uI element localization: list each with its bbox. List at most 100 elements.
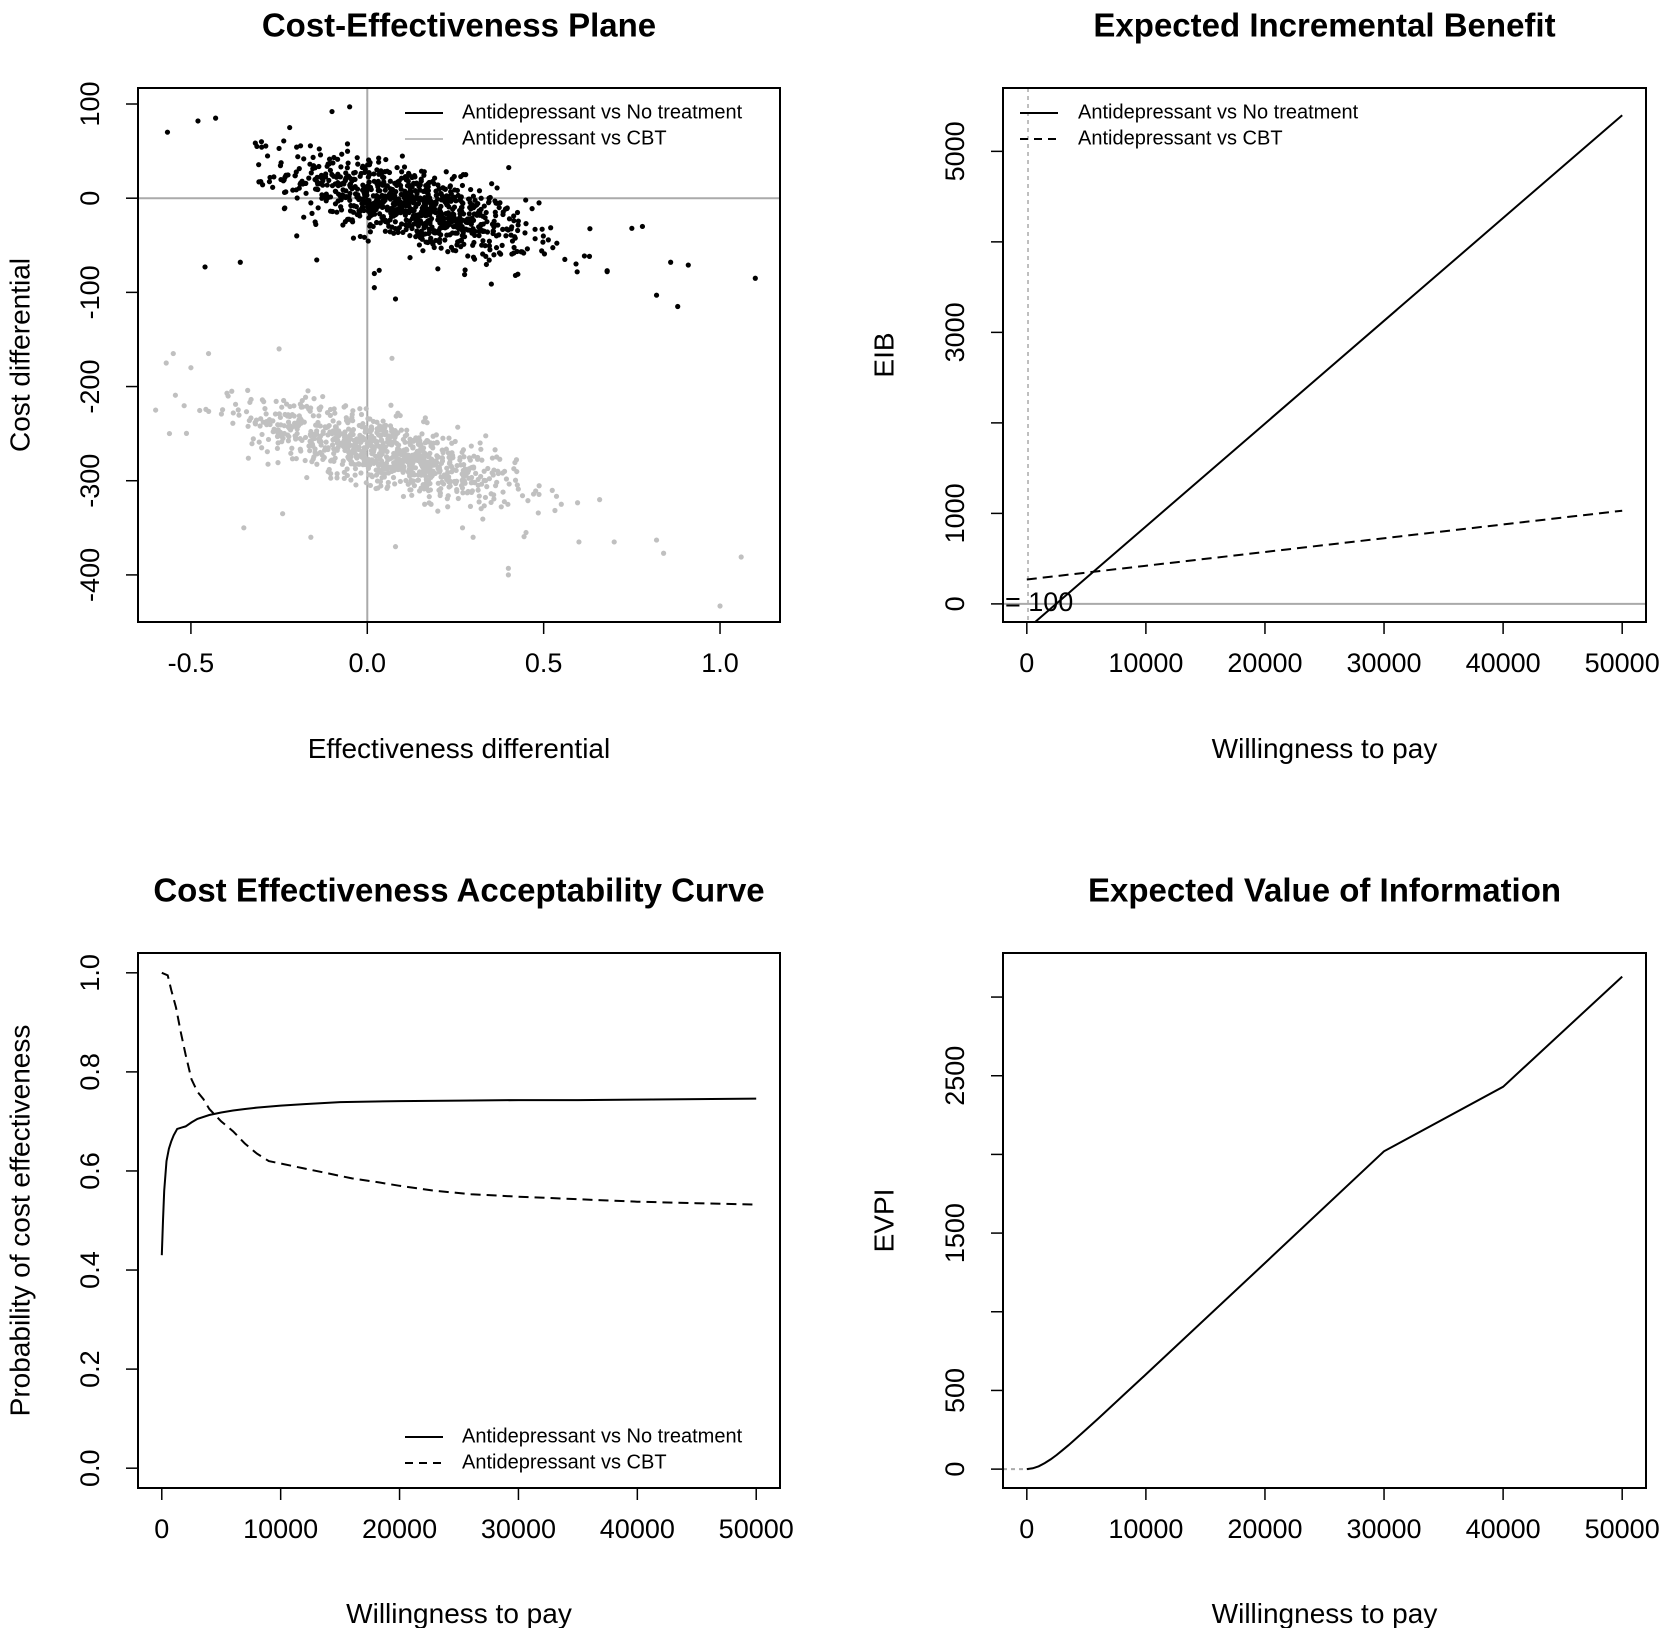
plot-frame — [1002, 87, 1647, 623]
data-point — [352, 466, 359, 472]
data-point — [466, 196, 473, 202]
data-point — [451, 204, 458, 210]
data-point — [314, 461, 320, 467]
data-point — [290, 187, 296, 193]
x-tick-label: 50000 — [1585, 1514, 1660, 1544]
data-point — [291, 413, 297, 419]
data-point — [675, 303, 681, 310]
data-point — [415, 477, 421, 483]
data-point — [346, 193, 352, 200]
data-point — [440, 435, 446, 441]
data-point — [425, 181, 431, 187]
data-point — [412, 465, 419, 471]
data-point — [409, 193, 415, 200]
y-tick-label: 0.2 — [75, 1350, 105, 1388]
data-point — [374, 193, 380, 199]
data-point — [653, 537, 660, 543]
data-point — [334, 471, 340, 477]
data-point — [379, 460, 385, 466]
data-point — [318, 404, 324, 410]
data-point — [395, 430, 401, 436]
data-point — [308, 534, 314, 540]
data-point — [370, 448, 377, 455]
data-point — [448, 244, 455, 250]
data-point — [367, 206, 373, 212]
data-point — [444, 200, 450, 206]
data-point — [324, 182, 330, 188]
data-point — [574, 500, 581, 506]
data-point — [324, 410, 331, 416]
data-point — [360, 198, 367, 205]
data-point — [254, 143, 260, 150]
data-point — [482, 243, 488, 249]
data-point — [629, 225, 635, 231]
data-point — [485, 465, 491, 472]
data-point — [382, 196, 388, 203]
data-point — [270, 184, 276, 190]
data-point — [468, 489, 475, 496]
data-point — [310, 154, 316, 160]
data-point — [246, 417, 252, 424]
data-point — [235, 407, 241, 413]
data-point — [426, 226, 432, 232]
data-point — [374, 439, 380, 445]
data-point — [256, 439, 262, 445]
data-point — [540, 239, 546, 245]
y-tick-label: 1000 — [940, 483, 970, 543]
data-point — [326, 466, 332, 473]
data-point — [418, 220, 424, 226]
data-point — [406, 200, 412, 206]
data-point — [384, 205, 390, 211]
data-point — [403, 477, 409, 484]
data-point — [752, 275, 758, 281]
data-point — [486, 243, 493, 249]
data-point — [381, 444, 387, 450]
data-point — [247, 399, 253, 405]
data-point — [218, 411, 225, 417]
data-point — [284, 413, 291, 419]
data-point — [294, 430, 300, 437]
data-point — [428, 501, 434, 507]
data-point — [475, 476, 481, 483]
data-point — [512, 234, 518, 240]
data-point — [587, 226, 593, 232]
data-point — [500, 470, 506, 476]
data-point — [376, 267, 382, 273]
data-point — [442, 186, 448, 192]
data-point — [481, 203, 487, 209]
data-point — [333, 430, 339, 436]
data-point — [404, 183, 411, 189]
data-point — [457, 209, 464, 215]
data-point — [294, 144, 300, 150]
data-point — [486, 257, 492, 263]
data-point — [379, 451, 385, 457]
data-point — [213, 115, 219, 121]
data-point — [521, 250, 527, 256]
x-tick-label: 50000 — [719, 1514, 794, 1544]
data-point — [166, 430, 173, 437]
data-point — [455, 424, 461, 430]
data-point — [332, 424, 339, 430]
data-point — [419, 458, 425, 464]
data-point — [307, 448, 313, 454]
series-line-1 — [160, 1097, 757, 1256]
data-point — [230, 410, 236, 416]
data-point — [361, 234, 368, 240]
data-point — [476, 499, 482, 505]
data-point — [390, 454, 396, 460]
data-point — [552, 507, 558, 514]
data-point — [381, 474, 387, 480]
data-point — [470, 254, 477, 260]
data-point — [329, 108, 335, 115]
x-tick-label: 1.0 — [701, 648, 739, 678]
data-point — [323, 439, 329, 445]
data-point — [163, 360, 169, 366]
data-point — [475, 200, 481, 207]
data-point — [302, 434, 309, 441]
data-point — [354, 455, 360, 461]
data-point — [460, 227, 467, 233]
data-point — [259, 431, 265, 438]
data-point — [399, 153, 405, 159]
x-tick-label: 10000 — [243, 1514, 318, 1544]
data-point — [407, 233, 413, 239]
